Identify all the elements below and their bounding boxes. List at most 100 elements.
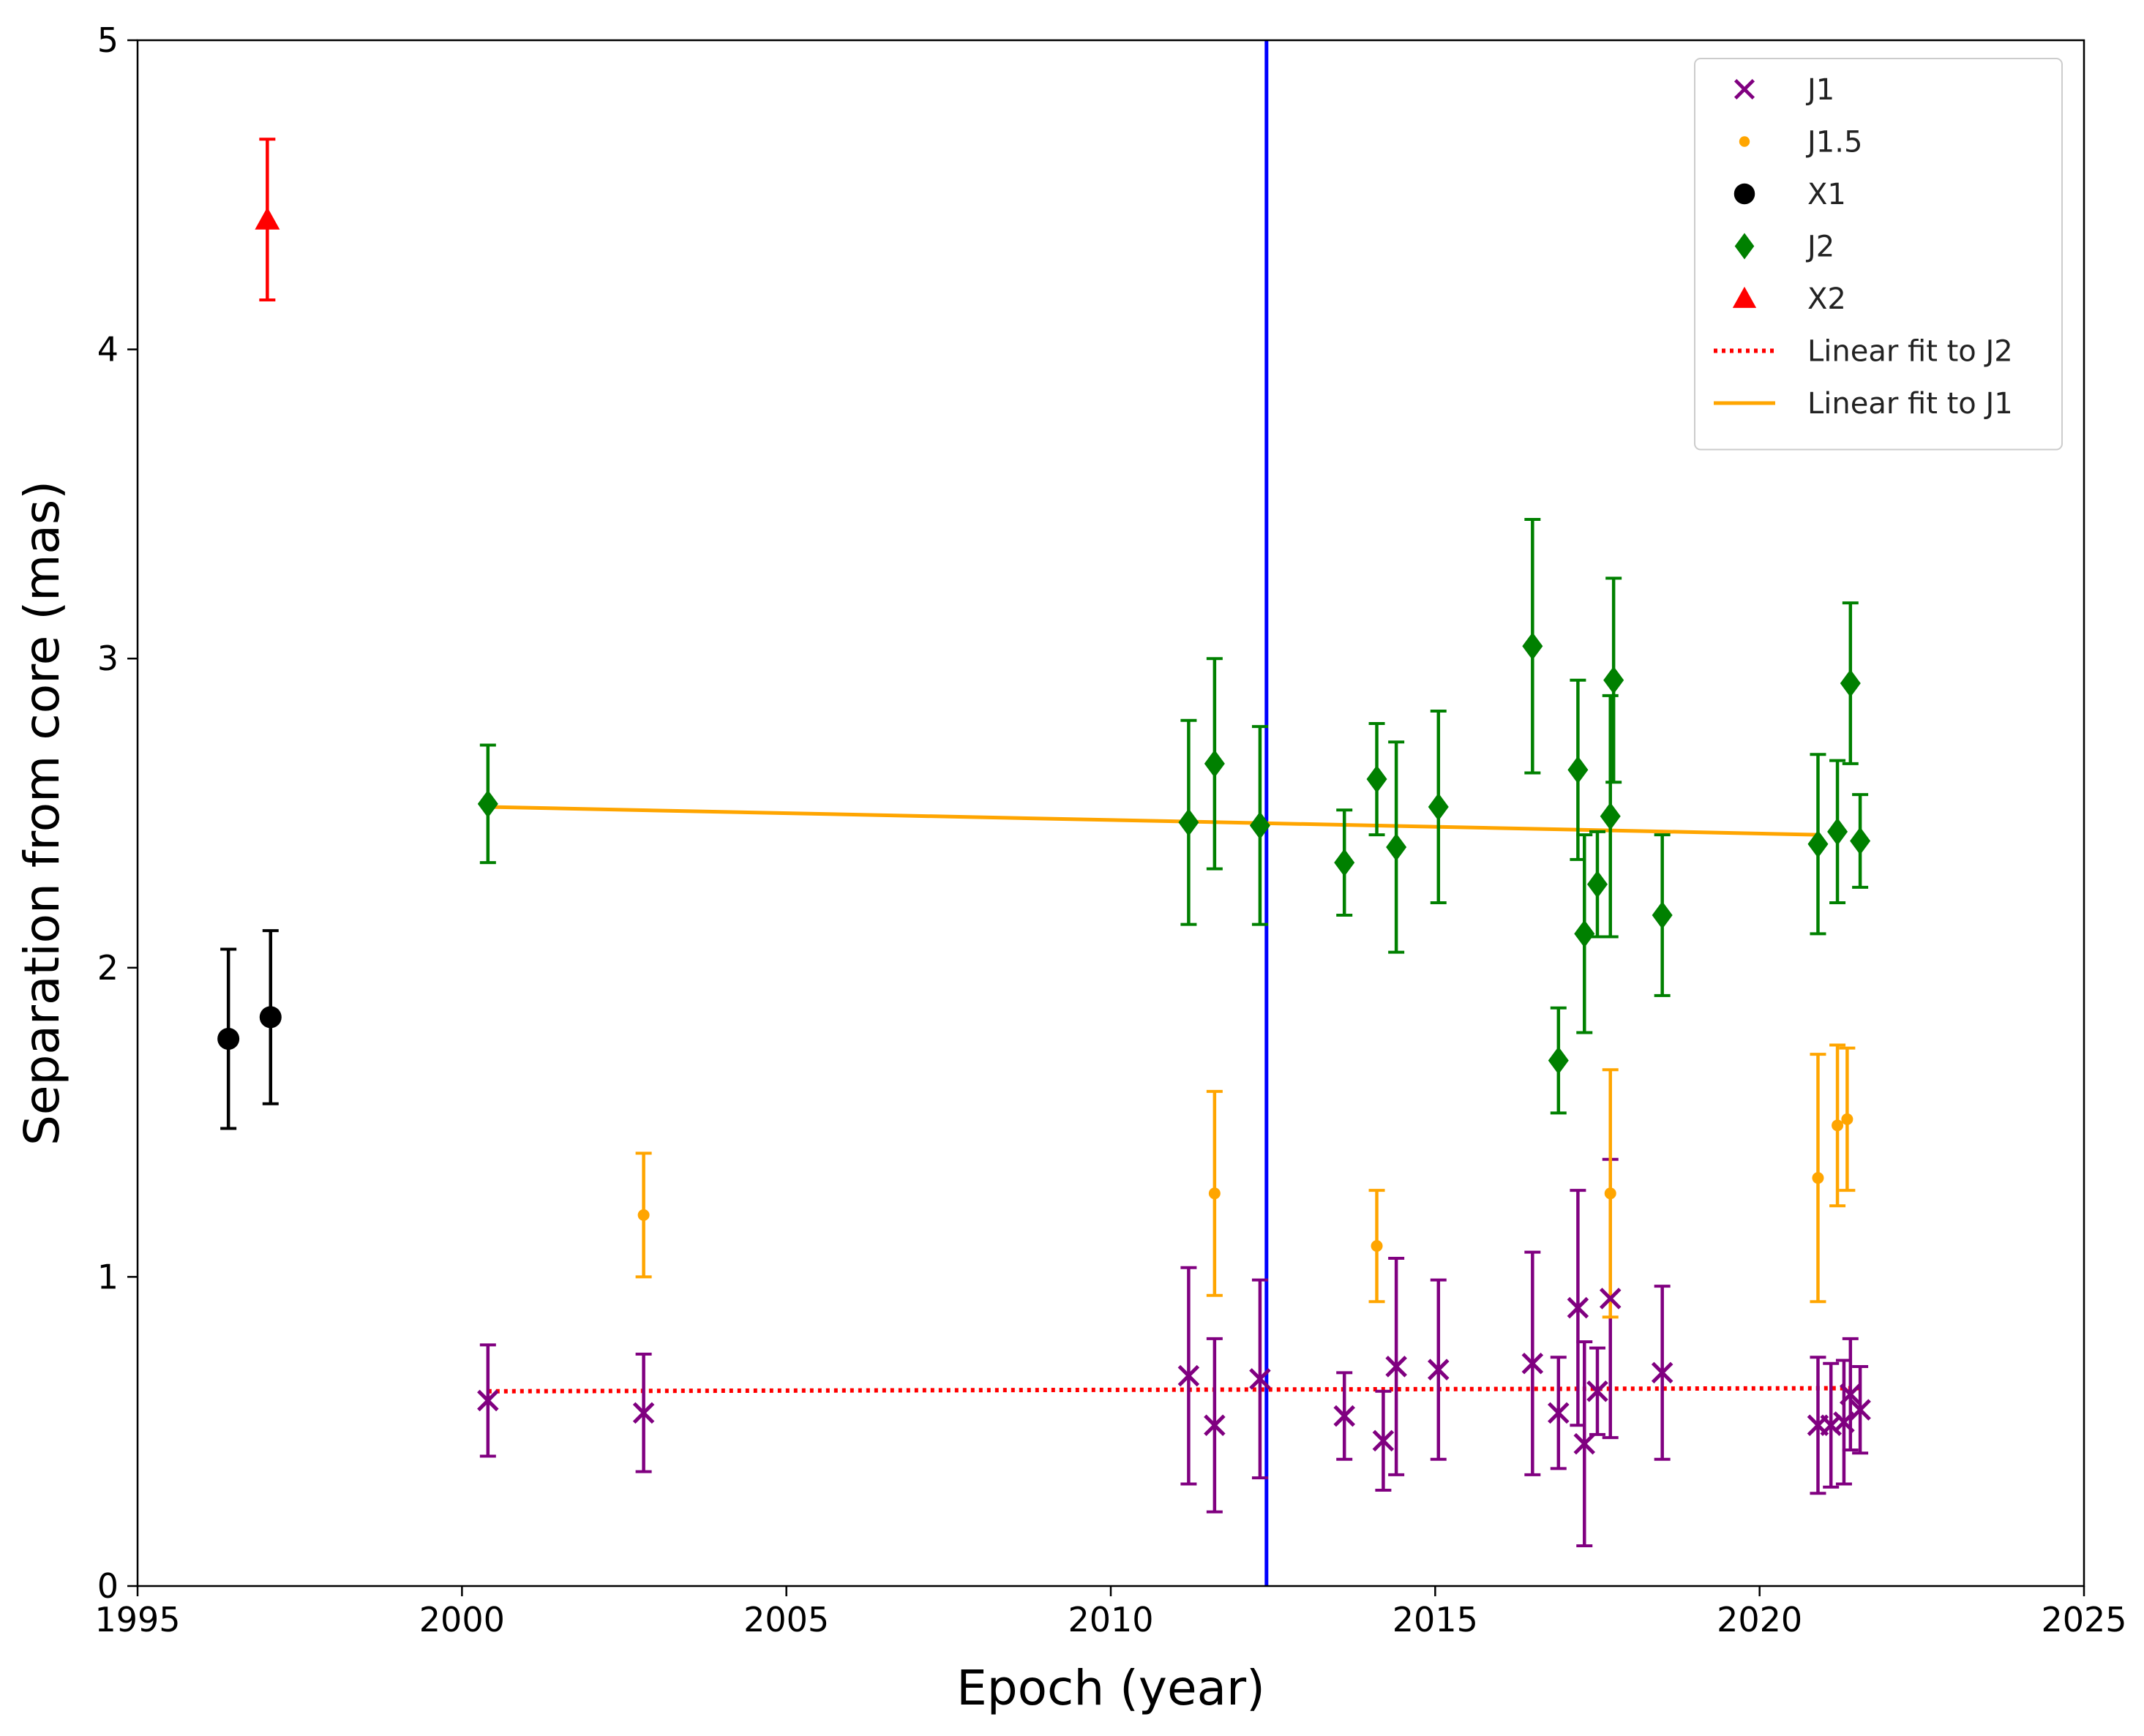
marker-j2: [1249, 811, 1270, 840]
ticks-layer: 1995 2000 2005 2010 2015 2020 2025 0 1 2 3 4 5: [94, 20, 2126, 1639]
marker-j2: [1840, 669, 1861, 698]
legend-label: J1: [1805, 73, 1834, 107]
x-tick-label: 2015: [1393, 1600, 1478, 1639]
legend-label: X1: [1807, 178, 1846, 211]
x-tick-label: 2000: [419, 1600, 505, 1639]
marker-j1-stroke-b: [1249, 1368, 1271, 1390]
marker-j2: [1807, 830, 1829, 858]
legend-item-j2: J2: [1734, 230, 1834, 264]
marker-j2: [1587, 870, 1608, 898]
marker-j1: [477, 1389, 499, 1412]
marker-j1: [1573, 1432, 1596, 1455]
marker-j1-stroke-b: [1204, 1414, 1226, 1437]
marker-j1-stroke-b: [1548, 1402, 1570, 1424]
marker-j1: [1177, 1364, 1200, 1387]
marker-j1: [1548, 1402, 1570, 1424]
marker-j1: [1820, 1414, 1842, 1437]
legend-item-j1-5: J1.5: [1739, 126, 1862, 159]
marker-j1-stroke-b: [1820, 1414, 1842, 1437]
marker-j2: [1428, 793, 1449, 822]
marker-j1: [1833, 1411, 1855, 1433]
marker-j2: [1204, 749, 1225, 778]
x-tick-label: 1995: [94, 1600, 180, 1639]
legend-label: Linear fit to J2: [1807, 335, 2013, 369]
y-tick-label: 4: [97, 330, 119, 369]
marker-j1: [1849, 1399, 1871, 1421]
legend-item-linear-fit-to-j1: Linear fit to J1: [1714, 387, 2013, 421]
marker-j1: [1249, 1368, 1271, 1390]
marker-j2: [1652, 901, 1673, 929]
marker-j2: [1548, 1046, 1569, 1075]
marker-j2: [1567, 756, 1589, 784]
legend-label: J1.5: [1805, 126, 1862, 159]
legend-label: X2: [1807, 282, 1846, 316]
fit-line-linear-fit-to-j2: [487, 1386, 1861, 1394]
marker-j2: [1178, 808, 1199, 837]
marker-j1-stroke-b: [1849, 1399, 1871, 1421]
marker-j2: [1603, 666, 1624, 694]
marker-j1-stroke-b: [1833, 1411, 1855, 1433]
marker-j1: [1333, 1405, 1355, 1427]
marker-j1: [1372, 1429, 1395, 1452]
marker-j1-5: [1832, 1119, 1844, 1132]
legend-symbol-j2: [1734, 233, 1755, 260]
marker-j1-stroke-b: [1427, 1359, 1450, 1380]
legend-item-x1: X1: [1733, 178, 1846, 211]
y-tick-label: 1: [97, 1257, 119, 1296]
marker-j1-stroke-b: [1599, 1288, 1622, 1309]
y-tick-label: 5: [97, 20, 119, 60]
marker-j1: [1567, 1296, 1589, 1319]
legend-item-linear-fit-to-j2: Linear fit to J2: [1714, 335, 2013, 369]
marker-j2: [1334, 849, 1355, 877]
marker-j1-stroke-b: [1651, 1361, 1673, 1384]
marker-j2: [1600, 802, 1621, 830]
x-tick-label: 2025: [2041, 1600, 2126, 1639]
marker-j2: [1574, 920, 1595, 948]
x-tick-label: 2020: [1717, 1600, 1802, 1639]
legend-item-x2: X2: [1732, 282, 1846, 316]
marker-j1: [1586, 1380, 1608, 1402]
marker-j1: [1840, 1383, 1862, 1405]
legend-symbol-j1-5: [1739, 136, 1750, 147]
marker-j2: [1386, 833, 1407, 861]
marker-j1-stroke-b: [1177, 1364, 1200, 1387]
marker-j1-5: [1812, 1172, 1824, 1184]
marker-j1: [1521, 1352, 1544, 1375]
marker-j1-stroke-b: [1573, 1432, 1596, 1455]
y-tick-label: 0: [97, 1566, 119, 1606]
marker-j1: [1385, 1356, 1407, 1378]
y-tick-label: 2: [97, 948, 119, 988]
marker-x1: [217, 1027, 240, 1050]
marker-j1-stroke-b: [1521, 1352, 1544, 1375]
marker-j1-stroke-b: [1372, 1429, 1395, 1452]
marker-j1-stroke-b: [1567, 1296, 1589, 1319]
marker-j1-5: [1841, 1113, 1853, 1125]
marker-j1-5: [1208, 1187, 1221, 1200]
marker-j2: [477, 789, 498, 818]
x-axis-title: Epoch (year): [956, 1660, 1265, 1716]
marker-x1: [259, 1006, 282, 1029]
marker-j2: [1366, 765, 1387, 794]
fit-lines-layer: [487, 805, 1861, 1394]
marker-j1: [632, 1402, 655, 1424]
marker-j1-5: [637, 1209, 650, 1221]
legend-label: J2: [1805, 230, 1834, 264]
legend-box: [1694, 58, 2063, 451]
marker-j1-5: [1604, 1187, 1616, 1200]
y-tick-label: 3: [97, 639, 119, 678]
marker-j2: [1850, 827, 1871, 855]
marker-j1: [1204, 1414, 1226, 1437]
x-tick-label: 2010: [1068, 1600, 1153, 1639]
marker-j1-5: [1371, 1240, 1383, 1252]
x-tick-label: 2005: [743, 1600, 829, 1639]
legend-symbol-x1: [1733, 183, 1755, 205]
marker-j2: [1827, 817, 1848, 846]
legend-label: Linear fit to J1: [1807, 387, 2013, 421]
marker-j1-stroke-b: [477, 1389, 499, 1412]
y-axis-title: Separation from core (mas): [14, 481, 70, 1146]
marker-j1: [1651, 1361, 1673, 1384]
legend-symbol-x2: [1732, 286, 1757, 308]
legend: J1 J1.5 X1 J2 X2 Linear fit to J2 Linear fit t…: [1694, 58, 2063, 451]
legend-symbol-j1: [1733, 78, 1755, 100]
